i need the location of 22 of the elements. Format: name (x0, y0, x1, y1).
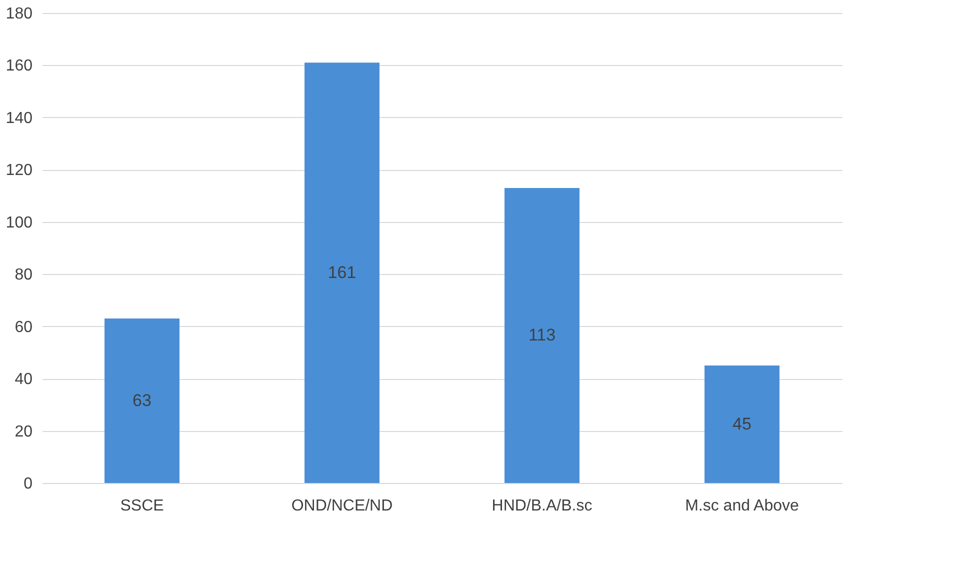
y-tick-label: 100 (6, 214, 33, 232)
y-tick-label: 140 (6, 110, 33, 127)
x-tick-label: M.sc and Above (685, 498, 800, 514)
y-tick-label: 180 (6, 6, 33, 22)
y-tick-label: 0 (24, 476, 33, 492)
data-label: 161 (328, 262, 356, 282)
y-tick-label: 40 (14, 371, 33, 388)
y-tick-label: 160 (6, 58, 33, 75)
y-tick-label: 80 (14, 266, 33, 284)
x-tick-label: SSCE (120, 498, 164, 514)
data-label: 113 (528, 325, 556, 344)
y-tick-label: 120 (6, 162, 33, 180)
x-tick-label: HND/B.A/B.sc (492, 498, 592, 514)
data-label: 45 (732, 414, 752, 434)
x-tick-label: OND/NCE/ND (291, 498, 393, 514)
y-tick-label: 20 (14, 423, 33, 440)
data-label: 63 (132, 390, 152, 410)
bar (704, 366, 780, 483)
bar (504, 188, 580, 483)
y-tick-label: 60 (14, 318, 33, 336)
bar (304, 62, 380, 483)
bar (104, 318, 180, 483)
